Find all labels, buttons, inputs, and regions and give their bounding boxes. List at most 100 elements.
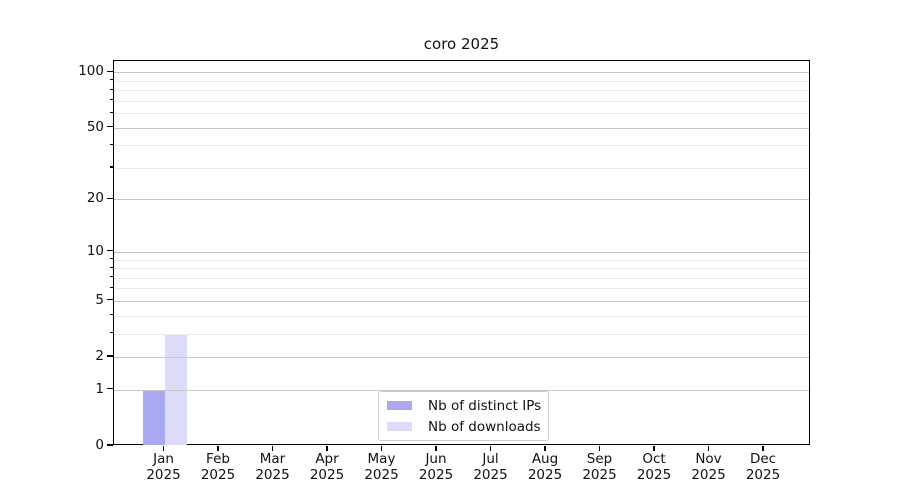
- gridline-minor: [114, 333, 809, 335]
- chart-title: coro 2025: [423, 35, 500, 53]
- x-label-year: 2025: [527, 466, 563, 483]
- legend-label-downloads: Nb of downloads: [428, 418, 541, 435]
- y-axis-tickmark: [106, 299, 113, 301]
- x-axis-tick-label: May 2025: [352, 451, 412, 483]
- x-label-month: Apr: [315, 451, 339, 467]
- x-axis-tickmark: [271, 446, 274, 451]
- x-axis-tickmark: [544, 446, 546, 451]
- x-label-year: 2025: [473, 466, 508, 483]
- y-axis-minor-tickmark: [109, 332, 113, 334]
- x-label-month: Feb: [206, 451, 230, 467]
- x-axis-tickmark: [489, 446, 492, 451]
- gridline-minor: [114, 288, 809, 290]
- gridline-major: [114, 127, 809, 129]
- y-axis-tick-label: 100: [78, 63, 104, 80]
- y-axis-minor-tickmark: [109, 258, 113, 260]
- gridline-minor: [114, 90, 809, 92]
- y-axis-tickmark: [106, 70, 113, 72]
- x-axis-tick-label: Jul 2025: [461, 451, 521, 483]
- legend-row-downloads: Nb of downloads: [379, 419, 548, 435]
- gridline-minor: [114, 145, 809, 147]
- x-label-month: Jun: [425, 451, 447, 467]
- gridline-minor: [114, 80, 809, 82]
- x-axis-tickmark: [707, 446, 710, 451]
- x-label-year: 2025: [255, 466, 290, 483]
- x-label-month: Dec: [749, 451, 777, 467]
- y-axis-minor-tickmark: [109, 314, 113, 316]
- x-label-month: Jul: [482, 451, 499, 467]
- gridline-major: [114, 251, 809, 253]
- gridline-major: [114, 357, 809, 359]
- x-axis-tick-label: Nov 2025: [679, 451, 739, 483]
- y-axis-tickmark: [106, 355, 113, 357]
- x-axis-tickmark: [380, 446, 383, 451]
- x-axis-tick-label: Oct 2025: [624, 451, 684, 483]
- y-axis-minor-tickmark: [109, 266, 113, 268]
- x-axis-tickmark: [762, 446, 764, 451]
- y-axis-tickmark: [106, 444, 113, 446]
- y-axis-minor-tickmark: [109, 111, 113, 113]
- y-axis-tick-label: 20: [86, 190, 104, 207]
- x-axis-tickmark: [598, 446, 601, 451]
- x-label-year: 2025: [745, 466, 781, 483]
- x-label-year: 2025: [582, 466, 617, 483]
- gridline-minor: [114, 259, 809, 261]
- x-label-year: 2025: [200, 466, 236, 483]
- y-axis-minor-tickmark: [109, 286, 113, 289]
- gridline-minor: [114, 167, 809, 169]
- y-axis-minor-tickmark: [109, 79, 113, 81]
- x-label-year: 2025: [636, 466, 672, 483]
- x-label-month: May: [367, 451, 396, 467]
- x-label-year: 2025: [418, 466, 454, 483]
- gridline-major: [114, 72, 809, 74]
- y-axis-tickmark: [106, 125, 113, 128]
- x-axis-tickmark: [162, 446, 165, 451]
- plot-area: [113, 60, 810, 445]
- x-label-year: 2025: [364, 466, 399, 483]
- x-label-year: 2025: [691, 466, 726, 483]
- y-axis-minor-tickmark: [109, 99, 113, 101]
- x-axis-tick-label: Aug 2025: [515, 451, 575, 483]
- y-axis-tick-label: 50: [86, 118, 104, 135]
- y-axis-tick-label: 1: [95, 380, 104, 397]
- x-label-month: Sep: [586, 451, 613, 467]
- y-axis-minor-tickmark: [109, 166, 113, 168]
- gridline-major: [114, 199, 809, 201]
- y-axis-minor-tickmark: [109, 276, 113, 278]
- x-axis-tickmark: [435, 446, 437, 451]
- y-axis-minor-tickmark: [109, 143, 113, 145]
- gridline-minor: [114, 315, 809, 317]
- gridline-major: [114, 300, 809, 302]
- x-axis-tick-label: Jun 2025: [406, 451, 466, 483]
- x-axis-tick-label: Jan 2025: [134, 451, 194, 483]
- bar-downloads: [164, 333, 187, 445]
- x-label-month: Jan: [153, 451, 174, 467]
- gridline-minor: [114, 100, 809, 102]
- x-label-month: Aug: [531, 451, 559, 467]
- gridline-minor: [114, 113, 809, 115]
- x-axis-tick-label: Mar 2025: [243, 451, 303, 483]
- x-label-month: Mar: [259, 451, 286, 467]
- x-axis-tick-label: Apr 2025: [297, 451, 357, 483]
- x-label-month: Nov: [695, 451, 722, 467]
- gridline-minor: [114, 268, 809, 270]
- x-axis-tick-label: Sep 2025: [570, 451, 630, 483]
- gridline-minor: [114, 277, 809, 279]
- y-axis-tickmark: [106, 197, 113, 199]
- y-axis-tick-label: 2: [95, 348, 104, 365]
- y-axis-tick-label: 10: [86, 242, 104, 259]
- y-axis-tickmark: [106, 250, 113, 252]
- x-axis-tickmark: [217, 446, 219, 451]
- x-axis-tickmark: [326, 446, 328, 451]
- legend: Nb of distinct IPs Nb of downloads: [378, 391, 549, 441]
- x-label-month: Oct: [642, 451, 666, 467]
- x-axis-tick-label: Dec 2025: [733, 451, 793, 483]
- bar-distinct-ips: [142, 389, 165, 445]
- y-axis-minor-tickmark: [109, 88, 113, 90]
- x-label-year: 2025: [309, 466, 345, 483]
- x-axis-tick-label: Feb 2025: [188, 451, 248, 483]
- y-axis-tickmark: [106, 388, 113, 390]
- y-axis-tick-label: 0: [95, 437, 104, 453]
- legend-row-distinct-ips: Nb of distinct IPs: [379, 398, 548, 414]
- x-axis-tickmark: [653, 446, 655, 451]
